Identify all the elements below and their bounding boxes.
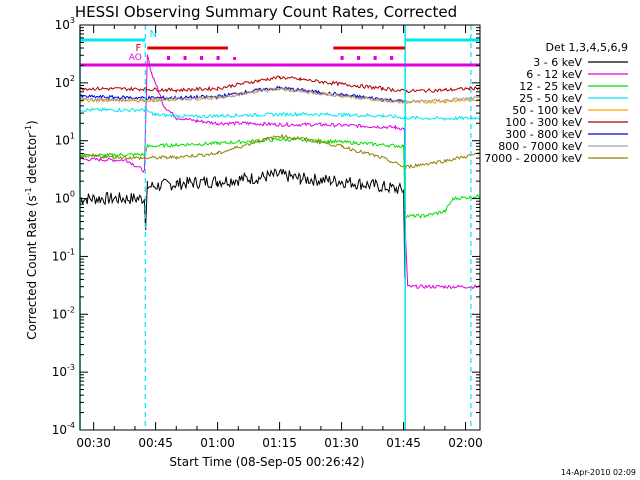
x-tick-label-2: 01:00 [200,436,235,450]
series-line-8 [79,133,481,170]
y-tick-exponent: 3 [70,16,75,25]
series-line-1 [79,54,481,290]
y-tick-exponent: 1 [70,132,75,141]
y-tick-exponent: 2 [70,74,75,83]
y-axis-label-end: ) [25,120,39,125]
y-tick-exponent: -2 [67,305,75,314]
plot-frame [79,24,481,431]
flare-marker-label: F [135,43,141,54]
attenuator-dot-4 [233,57,237,60]
series-line-3 [79,107,480,122]
legend-label-0: 3 - 6 keV [533,56,582,69]
series-line-0 [79,168,406,279]
x-tick-label-5: 01:45 [386,436,421,450]
y-tick-base: 10 [52,365,67,379]
y-tick-label-1: 102 [55,74,75,90]
y-axis-label-sup1: -1 [24,187,33,195]
attenuator-dot-8 [390,57,394,60]
legend-label-1: 6 - 12 keV [526,68,582,81]
x-tick-label-4: 01:30 [324,436,359,450]
attenuator-dot-6 [357,57,361,60]
y-tick-label-5: 10-2 [52,305,75,321]
x-tick-label-1: 00:45 [138,436,173,450]
y-tick-label-6: 10-3 [52,363,75,379]
attenuator-dot-1 [183,57,187,60]
y-axis-label-sup2: -1 [24,125,33,133]
legend-label-6: 300 - 800 keV [505,128,582,141]
y-tick-base: 10 [55,76,70,90]
attenuator-dot-5 [340,57,344,60]
attenuator-dot-7 [373,57,377,60]
y-tick-label-4: 10-1 [52,247,75,263]
attenuator-dot-3 [216,57,220,60]
y-tick-base: 10 [52,307,67,321]
y-tick-base: 10 [52,249,67,263]
legend-label-5: 100 - 300 keV [505,116,582,129]
night-marker-label: N [150,29,157,40]
x-tick-label-3: 01:15 [262,436,297,450]
y-tick-base: 10 [55,192,70,206]
y-tick-exponent: -3 [67,363,75,372]
legend-title: Det 1,3,4,5,6,9 [545,41,628,54]
x-axis-label: Start Time (08-Sep-05 00:26:42) [169,455,364,469]
legend-label-2: 12 - 25 keV [519,80,582,93]
y-tick-label-2: 101 [55,132,75,148]
y-tick-base: 10 [55,18,70,32]
y-axis-label-mid: detector [25,133,39,188]
y-tick-base: 10 [52,423,67,437]
series-line-5 [79,75,481,94]
legend-label-3: 25 - 50 keV [519,92,582,105]
y-tick-base: 10 [55,134,70,148]
series-line-7 [79,87,481,105]
y-tick-label-0: 103 [55,16,75,32]
x-tick-label-6: 02:00 [448,436,483,450]
y-tick-exponent: -1 [67,247,75,256]
y-axis-label-main: Corrected Count Rate (s [25,195,39,339]
legend-label-7: 800 - 7000 keV [498,140,582,153]
y-tick-exponent: -4 [67,421,75,430]
chart-title: HESSI Observing Summary Count Rates, Cor… [75,3,457,21]
legend-label-8: 7000 - 20000 keV [484,152,582,165]
series-layer [79,54,481,290]
y-axis-label: Corrected Count Rate (s-1 detector-1) [24,120,39,339]
y-tick-exponent: 0 [70,190,75,199]
attenuator-dot-0 [167,57,171,60]
legend-label-4: 50 - 100 keV [512,104,582,117]
y-tick-label-7: 10-4 [52,421,75,437]
x-tick-label-0: 00:30 [76,436,111,450]
series-line-2 [79,137,481,219]
y-tick-label-3: 100 [55,190,75,206]
footer-timestamp: 14-Apr-2010 02:09 [561,468,636,477]
attenuator-marker-label: AO [129,53,142,63]
attenuator-dot-2 [200,57,204,60]
